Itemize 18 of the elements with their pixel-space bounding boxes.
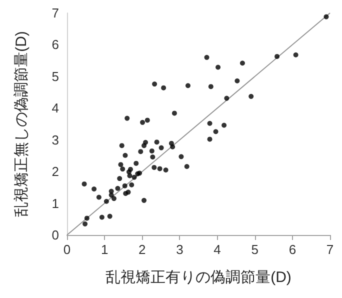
x-tick-label: 0 bbox=[63, 242, 71, 257]
y-tick-label: 0 bbox=[52, 228, 59, 242]
y-axis-title: 乱視矯正無しの偽調節量(D) bbox=[13, 31, 30, 217]
x-tick-label: 6 bbox=[288, 242, 296, 257]
y-tick-label: 1 bbox=[52, 196, 59, 211]
x-tick-label: 5 bbox=[251, 242, 258, 257]
y-tick-label: 5 bbox=[52, 68, 59, 84]
x-tick-label: 4 bbox=[214, 242, 221, 257]
y-tick-label: 4 bbox=[52, 100, 59, 116]
y-tick-label: 7 bbox=[52, 6, 59, 20]
x-tick-label: 1 bbox=[100, 242, 108, 257]
y-tick-label: 2 bbox=[52, 164, 59, 180]
x-tick-label: 3 bbox=[176, 242, 184, 257]
x-tick-label: 2 bbox=[138, 242, 146, 257]
x-axis-title: 乱視矯正有りの偽調節量(D) bbox=[106, 269, 292, 286]
x-tick-label: 7 bbox=[326, 242, 334, 257]
y-tick-label: 6 bbox=[52, 37, 59, 52]
y-tick-label: 3 bbox=[52, 132, 59, 148]
